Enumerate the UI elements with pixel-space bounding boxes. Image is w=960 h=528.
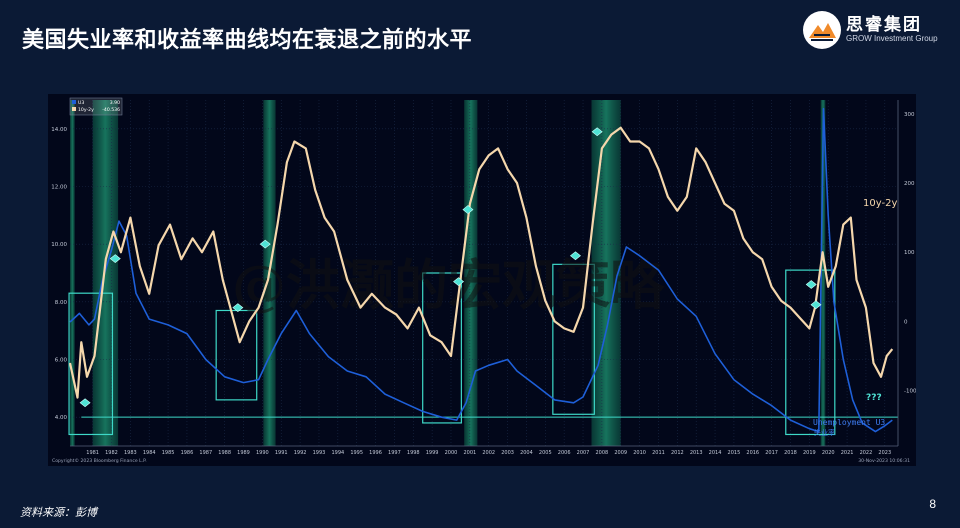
highlight-box <box>215 309 258 401</box>
x-tick-label: 1988 <box>218 450 231 456</box>
x-tick-label: 2009 <box>614 450 627 456</box>
copyright-text: Copyright© 2023 Bloomberg Finance L.P. <box>52 457 147 464</box>
unemployment-label-cn: 失业率 <box>814 428 835 437</box>
watermark-text: @洪灏的宏观策略 <box>232 253 665 317</box>
diamond-marker-icon <box>232 303 244 312</box>
x-tick-label: 1995 <box>350 450 363 456</box>
left-tick-label: 6.00 <box>55 358 68 364</box>
diamond-marker-icon <box>805 280 817 289</box>
x-tick-label: 2021 <box>841 450 854 456</box>
data-source: 资料来源：彭博 <box>20 506 97 519</box>
legend-swatch <box>72 100 76 104</box>
series-line-10y2y <box>68 126 894 399</box>
left-tick-label: 10.00 <box>51 242 67 248</box>
date-stamp-text: 30-Nov-2023 10:06:31 <box>858 458 910 464</box>
slide-title: 美国失业率和收益率曲线均在衰退之前的水平 <box>22 28 473 53</box>
highlight-box <box>785 269 836 436</box>
x-tick-label: 2005 <box>539 450 552 456</box>
x-tick-label: 1991 <box>275 450 288 456</box>
x-tick-label: 2019 <box>803 450 816 456</box>
diamond-marker-icon <box>109 254 121 263</box>
x-tick-label: 1987 <box>199 450 212 456</box>
x-tick-label: 2004 <box>520 450 533 456</box>
right-tick-label: 300 <box>904 112 915 118</box>
x-tick-label: 1999 <box>426 450 439 456</box>
x-tick-label: 1998 <box>407 450 420 456</box>
highlight-box <box>552 263 595 415</box>
x-tick-label: 1984 <box>143 450 156 456</box>
left-tick-label: 14.00 <box>51 127 67 133</box>
x-tick-label: 1992 <box>294 450 307 456</box>
right-tick-label: 0 <box>904 319 908 325</box>
x-tick-label: 1990 <box>256 450 269 456</box>
logo-english-name: GROW Investment Group <box>846 34 938 43</box>
x-tick-label: 2002 <box>482 450 495 456</box>
recession-band <box>820 100 826 446</box>
x-tick-label: 2011 <box>652 450 665 456</box>
x-tick-label: 1983 <box>124 450 137 456</box>
logo-chinese-name: 思睿集团 <box>846 15 922 35</box>
legend-value: -40.536 <box>102 107 120 113</box>
x-tick-label: 2012 <box>671 450 684 456</box>
x-tick-label: 1985 <box>162 450 175 456</box>
x-tick-label: 2013 <box>690 450 703 456</box>
left-tick-label: 4.00 <box>55 415 68 421</box>
right-tick-label: 200 <box>904 181 915 187</box>
x-tick-label: 2010 <box>633 450 646 456</box>
company-logo: 思睿集团 GROW Investment Group <box>802 8 942 54</box>
diamond-marker-icon <box>79 398 91 408</box>
left-tick-label: 8.00 <box>55 300 68 306</box>
diamond-marker-icon <box>462 205 474 214</box>
x-tick-label: 1997 <box>388 450 401 456</box>
page-number: 8 <box>929 497 936 511</box>
diamond-marker-icon <box>453 277 465 287</box>
x-tick-label: 1994 <box>331 450 344 456</box>
x-tick-label: 2017 <box>765 450 778 456</box>
right-tick-label: -100 <box>904 389 916 395</box>
x-tick-label: 2001 <box>463 450 476 456</box>
x-tick-label: 2022 <box>860 450 873 456</box>
legend-swatch <box>72 107 76 111</box>
x-tick-label: 2014 <box>709 450 722 456</box>
series-line-u3 <box>69 107 893 433</box>
diamond-marker-icon <box>259 239 271 249</box>
x-tick-label: 2007 <box>577 450 590 456</box>
x-tick-label: 2000 <box>445 450 458 456</box>
left-tick-label: 12.00 <box>51 185 67 191</box>
x-tick-label: 1981 <box>86 450 99 456</box>
curve-label: 10y-2y <box>863 198 897 209</box>
x-tick-label: 2018 <box>784 450 797 456</box>
diamond-marker-icon <box>569 251 581 261</box>
x-tick-label: 2008 <box>596 450 609 456</box>
x-tick-label: 2006 <box>558 450 571 456</box>
x-tick-label: 2016 <box>746 450 759 456</box>
legend-label: U3 <box>78 100 84 106</box>
right-tick-label: 100 <box>904 250 915 256</box>
diamond-marker-icon <box>591 127 603 137</box>
x-tick-label: 2015 <box>728 450 741 456</box>
x-tick-label: 2020 <box>822 450 835 456</box>
x-tick-label: 1989 <box>237 450 250 456</box>
legend-box <box>69 97 123 116</box>
diamond-marker-icon <box>810 300 822 310</box>
question-label: ??? <box>866 393 882 403</box>
legend-label: 10y-2y <box>78 107 94 113</box>
x-tick-label: 1996 <box>369 450 382 456</box>
recession-band <box>70 100 75 446</box>
x-tick-label: 1993 <box>313 450 326 456</box>
unemployment-label: Unemployment U3 <box>813 418 885 427</box>
chart-svg: @洪灏的宏观策略 4.00 6.00 8.00 10.00 12.00 14.00 300 2… <box>51 97 916 464</box>
highlight-box <box>422 272 462 424</box>
x-tick-label: 2023 <box>878 450 891 456</box>
logo-mark-icon <box>803 11 841 49</box>
x-tick-label: 1986 <box>181 450 194 456</box>
x-tick-label: 1982 <box>105 450 118 456</box>
x-tick-label: 2003 <box>501 450 514 456</box>
bloomberg-chart: @洪灏的宏观策略 4.00 6.00 8.00 10.00 12.00 14.00 300 2… <box>48 94 916 466</box>
recession-band <box>591 100 621 446</box>
legend-value: 3.90 <box>110 100 120 106</box>
